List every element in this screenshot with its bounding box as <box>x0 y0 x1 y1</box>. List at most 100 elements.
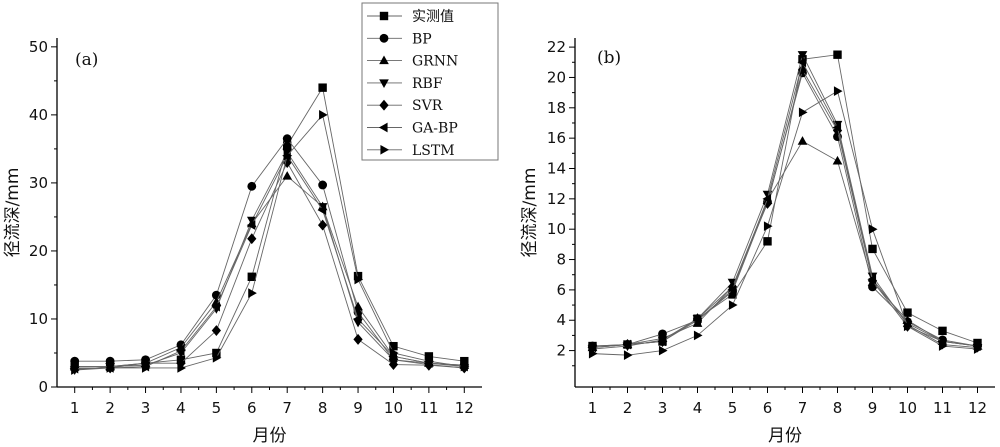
data-point <box>246 216 257 226</box>
data-point <box>247 272 256 281</box>
y-tick-label: 8 <box>556 251 566 269</box>
data-point <box>317 205 327 215</box>
series-line <box>592 68 978 348</box>
data-point <box>247 181 257 191</box>
data-point <box>588 348 598 359</box>
x-tick-label: 1 <box>588 399 598 417</box>
x-tick-label: 4 <box>176 399 186 417</box>
diamond-marker-icon <box>379 99 389 111</box>
data-point <box>797 57 807 68</box>
data-point <box>937 336 947 347</box>
x-tick-label: 10 <box>898 399 917 417</box>
x-tick-label: 1 <box>70 399 80 417</box>
series-SVR <box>587 64 983 354</box>
legend-label: GA-BP <box>412 121 458 137</box>
data-point <box>247 233 257 245</box>
legend-item: BP <box>367 31 432 47</box>
triangle-right-marker-icon <box>380 144 390 155</box>
square-marker-icon <box>379 11 389 21</box>
data-point <box>460 361 470 372</box>
data-point <box>763 221 773 231</box>
data-point <box>832 155 843 165</box>
data-point <box>283 150 293 161</box>
data-point <box>212 352 222 363</box>
x-tick-label: 12 <box>968 399 987 417</box>
data-point <box>388 359 399 371</box>
series-line <box>74 154 465 370</box>
series-line <box>74 137 465 366</box>
data-point <box>692 315 702 326</box>
data-point <box>833 50 842 59</box>
legend-label: 实测值 <box>412 9 454 25</box>
x-tick-label: 11 <box>419 399 438 417</box>
triangle-down-marker-icon <box>379 79 389 88</box>
x-tick-label: 7 <box>282 399 292 417</box>
data-point <box>973 344 983 354</box>
legend-item: SVR <box>367 98 443 114</box>
data-point <box>658 345 668 356</box>
series-line <box>74 151 465 371</box>
series-line <box>74 175 465 368</box>
y-tick-label: 6 <box>556 281 566 299</box>
x-tick-label: 9 <box>353 399 363 417</box>
y-tick-label: 10 <box>29 310 48 328</box>
legend-item: GA-BP <box>367 121 458 137</box>
x-tick-label: 2 <box>105 399 115 417</box>
x-tick-label: 6 <box>763 399 773 417</box>
data-point <box>248 288 257 298</box>
y-axis-title: 径流深/mm <box>3 168 23 258</box>
data-point <box>141 363 151 373</box>
data-point <box>425 356 434 366</box>
data-point <box>106 363 116 373</box>
series-GA-BP <box>69 150 468 374</box>
data-point <box>868 224 878 235</box>
legend-item: RBF <box>367 76 443 92</box>
data-point <box>903 321 913 332</box>
data-point <box>938 326 947 336</box>
legend: 实测值 BP GRNN RBF SVR GA-BP LSTM <box>361 2 499 161</box>
data-point <box>318 83 327 92</box>
data-point <box>319 110 328 120</box>
legend-item: 实测值 <box>367 9 454 25</box>
data-point <box>728 300 738 310</box>
series-line <box>74 161 465 369</box>
data-point <box>70 356 80 366</box>
x-tick-label: 7 <box>798 399 808 417</box>
series-line <box>592 140 978 348</box>
data-point <box>282 171 293 180</box>
panel-label: (a) <box>75 50 98 70</box>
data-point <box>622 339 632 350</box>
x-tick-label: 5 <box>212 399 222 417</box>
data-point <box>353 301 363 311</box>
y-tick-label: 10 <box>547 220 566 238</box>
series-line <box>592 54 978 347</box>
data-point <box>657 336 667 347</box>
x-tick-label: 9 <box>868 399 878 417</box>
y-tick-label: 16 <box>547 129 566 147</box>
y-tick-label: 50 <box>29 38 48 56</box>
data-point <box>832 122 842 133</box>
series-实测值 <box>588 50 982 351</box>
x-axis-title: 月份 <box>768 426 802 446</box>
data-point <box>833 86 843 96</box>
data-point <box>354 274 364 285</box>
data-point <box>868 244 877 254</box>
triangle-up-marker-icon <box>379 55 389 65</box>
panel-label: (b) <box>597 48 621 68</box>
data-point <box>211 325 221 336</box>
x-tick-label: 10 <box>384 399 403 417</box>
circle-marker-icon <box>379 33 389 43</box>
series-RBF <box>587 51 983 355</box>
series-line <box>74 113 465 371</box>
data-point <box>353 333 363 345</box>
data-point <box>623 350 633 360</box>
triangle-left-marker-icon <box>378 122 388 133</box>
y-tick-label: 40 <box>29 106 48 124</box>
data-point <box>318 180 328 190</box>
data-point <box>282 134 292 144</box>
legend-item: LSTM <box>367 143 455 159</box>
x-axis-title: 月份 <box>253 426 287 446</box>
legend-label: SVR <box>412 98 443 114</box>
data-point <box>763 237 772 246</box>
data-point <box>797 136 808 145</box>
